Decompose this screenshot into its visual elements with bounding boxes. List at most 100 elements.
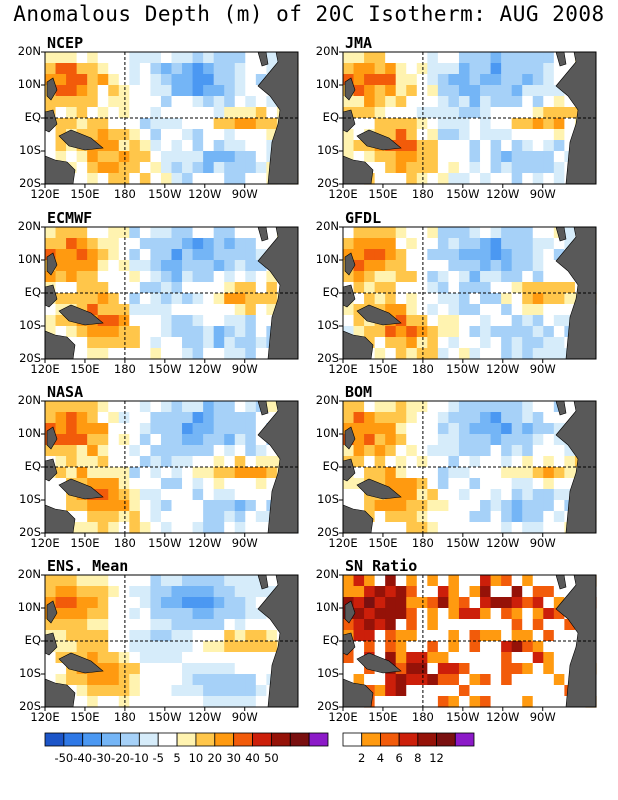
field-cell bbox=[490, 630, 502, 642]
field-cell bbox=[416, 423, 428, 435]
field-cell bbox=[564, 129, 576, 141]
field-cell bbox=[385, 348, 397, 360]
field-cell bbox=[129, 63, 141, 75]
field-cell bbox=[55, 586, 67, 598]
field-cell bbox=[108, 315, 120, 327]
field-cell bbox=[395, 304, 407, 316]
field-cell bbox=[87, 478, 99, 490]
field-cell bbox=[395, 249, 407, 261]
field-cell bbox=[150, 337, 162, 349]
field-cell bbox=[543, 260, 555, 272]
field-cell bbox=[395, 489, 407, 501]
field-cell bbox=[129, 641, 141, 653]
field-cell bbox=[97, 630, 109, 642]
colorbar-swatch bbox=[63, 732, 84, 747]
field-cell bbox=[480, 445, 492, 457]
field-cell bbox=[245, 271, 257, 283]
field-cell bbox=[564, 467, 576, 479]
field-cell bbox=[437, 575, 450, 587]
field-cell bbox=[213, 445, 225, 457]
field-cell bbox=[353, 107, 365, 119]
field-cell bbox=[353, 260, 365, 272]
field-cell bbox=[55, 489, 67, 501]
field-cell bbox=[224, 586, 236, 598]
field-cell bbox=[395, 434, 407, 446]
field-cell bbox=[385, 423, 397, 435]
field-cell bbox=[66, 674, 78, 686]
field-cell bbox=[66, 238, 78, 250]
field-cell bbox=[66, 412, 78, 424]
field-cell bbox=[66, 249, 78, 261]
colorbar-swatch bbox=[233, 732, 253, 747]
field-cell bbox=[543, 282, 555, 294]
field-cell bbox=[182, 118, 194, 130]
field-cell bbox=[234, 630, 246, 642]
field-cell bbox=[234, 227, 246, 239]
field-cell bbox=[564, 227, 576, 239]
field-cell bbox=[97, 663, 109, 675]
field-cell bbox=[448, 96, 460, 108]
field-cell bbox=[501, 696, 513, 708]
field-cell bbox=[427, 151, 439, 163]
field-cell bbox=[532, 118, 544, 130]
lon-label: 120E bbox=[30, 362, 60, 376]
land-philippines bbox=[46, 77, 58, 101]
field-cell bbox=[224, 696, 236, 708]
field-cell bbox=[213, 304, 225, 316]
field-cell bbox=[129, 227, 141, 239]
field-cell bbox=[266, 282, 278, 294]
field-cell bbox=[501, 467, 513, 479]
field-cell bbox=[385, 293, 397, 305]
lon-label: 180 bbox=[113, 187, 136, 201]
field-cell bbox=[97, 107, 109, 119]
field-cell bbox=[224, 511, 236, 523]
field-cell bbox=[76, 282, 88, 294]
field-cell bbox=[213, 608, 225, 620]
field-cell bbox=[522, 304, 534, 316]
field-cell bbox=[448, 140, 460, 152]
field-cell bbox=[480, 293, 492, 305]
field-cell bbox=[543, 586, 555, 598]
field-cell bbox=[564, 641, 576, 653]
lon-label: 150E bbox=[70, 362, 100, 376]
field-cell bbox=[532, 249, 544, 261]
field-cell bbox=[171, 63, 183, 75]
field-cell bbox=[203, 674, 215, 686]
field-cell bbox=[406, 522, 418, 534]
field-cell bbox=[55, 456, 67, 468]
field-cell bbox=[213, 162, 225, 174]
field-cell bbox=[458, 271, 471, 283]
field-cell bbox=[255, 282, 267, 294]
field-cell bbox=[543, 412, 555, 424]
field-cell bbox=[427, 315, 439, 327]
field-cell bbox=[448, 630, 460, 642]
lon-label: 150W bbox=[148, 362, 182, 376]
field-cell bbox=[343, 140, 355, 152]
field-cell bbox=[203, 522, 215, 534]
field-cell bbox=[266, 96, 278, 108]
field-cell bbox=[374, 696, 386, 708]
field-cell bbox=[385, 63, 397, 75]
field-cell bbox=[553, 63, 565, 75]
field-cell bbox=[374, 401, 386, 413]
field-cell bbox=[469, 575, 481, 587]
field-cell bbox=[490, 456, 502, 468]
field-cell bbox=[490, 52, 502, 64]
field-cell bbox=[364, 401, 376, 413]
field-cell bbox=[213, 74, 225, 86]
field-cell bbox=[553, 423, 565, 435]
field-cell bbox=[448, 456, 460, 468]
field-cell bbox=[448, 337, 460, 349]
field-cell bbox=[353, 663, 365, 675]
field-cell bbox=[87, 445, 99, 457]
field-cell bbox=[353, 293, 365, 305]
field-cell bbox=[522, 173, 534, 185]
field-cell bbox=[139, 630, 152, 642]
field-cell bbox=[171, 260, 183, 272]
field-cell bbox=[469, 85, 481, 97]
lon-label: 120W bbox=[188, 710, 222, 724]
field-cell bbox=[480, 315, 492, 327]
field-cell bbox=[182, 238, 194, 250]
field-cell bbox=[266, 456, 278, 468]
field-cell bbox=[139, 641, 152, 653]
